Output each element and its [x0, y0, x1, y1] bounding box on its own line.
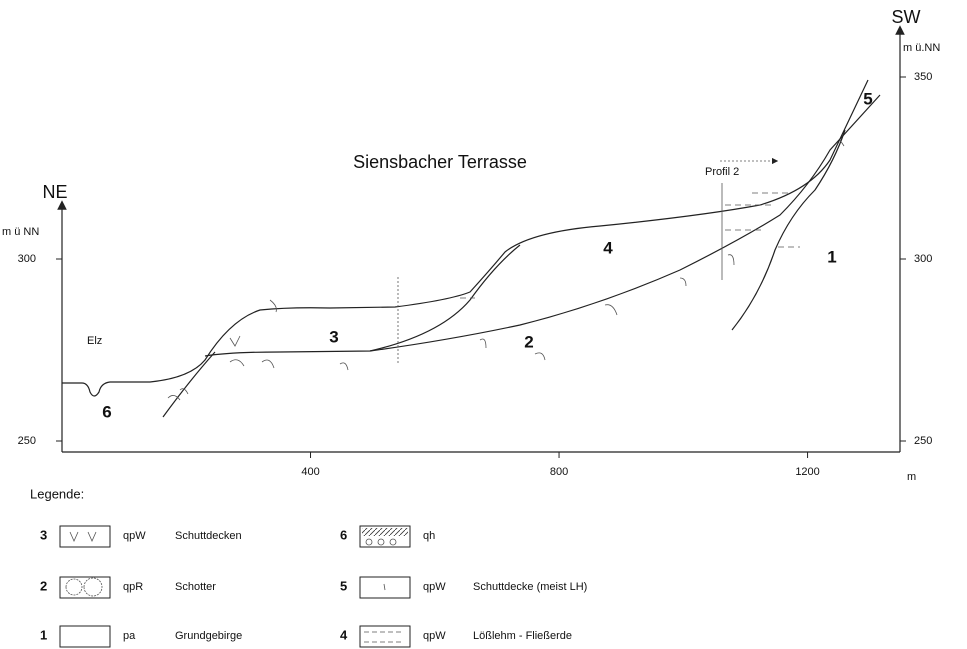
x-tick-label: 800	[550, 466, 568, 478]
right-unit: m ü.NN	[903, 42, 940, 54]
legend-item: 6 qh	[340, 525, 435, 548]
legend-number: 1	[40, 627, 47, 642]
legend-item: 5 qpW Schuttdecke (meist LH)	[340, 576, 587, 599]
legend-item: 1 pa Grundgebirge	[40, 625, 242, 648]
legend-number: 3	[40, 527, 47, 542]
right-direction: SW	[892, 7, 921, 27]
legend-swatch	[359, 525, 411, 548]
legend-code: qh	[423, 530, 435, 542]
legend-swatch	[359, 625, 411, 648]
unit-label: 4	[603, 238, 613, 257]
y2-tick-label: 300	[914, 253, 932, 265]
swatch-pattern	[362, 528, 408, 536]
legend-item: 3 qpW Schuttdecken	[40, 525, 242, 548]
left-direction: NE	[42, 182, 67, 202]
y2-tick-label: 250	[914, 435, 932, 447]
legend-item: 2 qpR Schotter	[40, 576, 216, 599]
river-label: Elz	[87, 335, 102, 347]
legend-item: 4 qpW Lößlehm - Fließerde	[340, 625, 572, 648]
legend-label: Schuttdecken	[175, 530, 242, 542]
unit-label: 5	[863, 89, 872, 108]
legend-label: Schuttdecke (meist LH)	[473, 581, 587, 593]
unit-label: 3	[329, 327, 338, 346]
legend-swatch	[59, 625, 111, 648]
y2-tick-label: 350	[914, 71, 932, 83]
gravel-arcs	[167, 139, 845, 401]
bedrock-line-2	[731, 129, 846, 331]
x-unit: m	[907, 471, 916, 483]
legend-number: 4	[340, 627, 348, 642]
legend-number: 2	[40, 578, 47, 593]
layer3-base	[204, 244, 521, 357]
legend-swatch	[59, 576, 111, 599]
loess-dashes	[460, 192, 800, 299]
x-tick-label: 400	[301, 466, 319, 478]
bedrock-line-1	[162, 351, 216, 418]
title: Siensbacher Terrasse	[353, 152, 527, 172]
swatch-pattern	[69, 531, 97, 542]
swatch-pattern	[383, 583, 386, 591]
legend-label: Schotter	[175, 581, 216, 593]
surface-line	[62, 79, 869, 397]
legend-number: 6	[340, 527, 347, 542]
unit-label: 6	[102, 402, 111, 421]
left-unit: m ü NN	[2, 226, 39, 238]
legend-title: Legende:	[30, 486, 84, 501]
legend-code: pa	[123, 630, 136, 642]
y-tick-label: 250	[18, 435, 36, 447]
legend-code: qpW	[423, 630, 446, 642]
swatch-pattern	[65, 577, 103, 597]
legend-code: qpW	[123, 530, 146, 542]
x-tick-label: 1200	[795, 466, 819, 478]
legend-code: qpW	[423, 581, 446, 593]
legend-number: 5	[340, 578, 347, 593]
swatch-pattern	[364, 631, 404, 643]
layer2-top	[369, 94, 881, 352]
legend-code: qpR	[123, 581, 143, 593]
unit-label: 2	[524, 332, 533, 351]
y-tick-label: 300	[18, 253, 36, 265]
legend-label: Lößlehm - Fließerde	[473, 630, 572, 642]
legend-swatch	[359, 576, 411, 599]
unit-label: 1	[827, 247, 836, 266]
profile-label: Profil 2	[705, 166, 739, 178]
legend-label: Grundgebirge	[175, 630, 242, 642]
swatch-pattern	[365, 538, 397, 546]
legend-swatch	[59, 525, 111, 548]
